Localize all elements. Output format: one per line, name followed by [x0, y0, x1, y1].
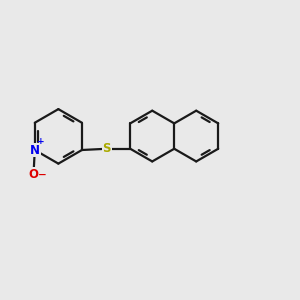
- Text: O: O: [28, 168, 38, 181]
- Text: +: +: [37, 137, 45, 146]
- Text: −: −: [38, 170, 46, 180]
- Text: S: S: [103, 142, 111, 155]
- Text: N: N: [30, 143, 40, 157]
